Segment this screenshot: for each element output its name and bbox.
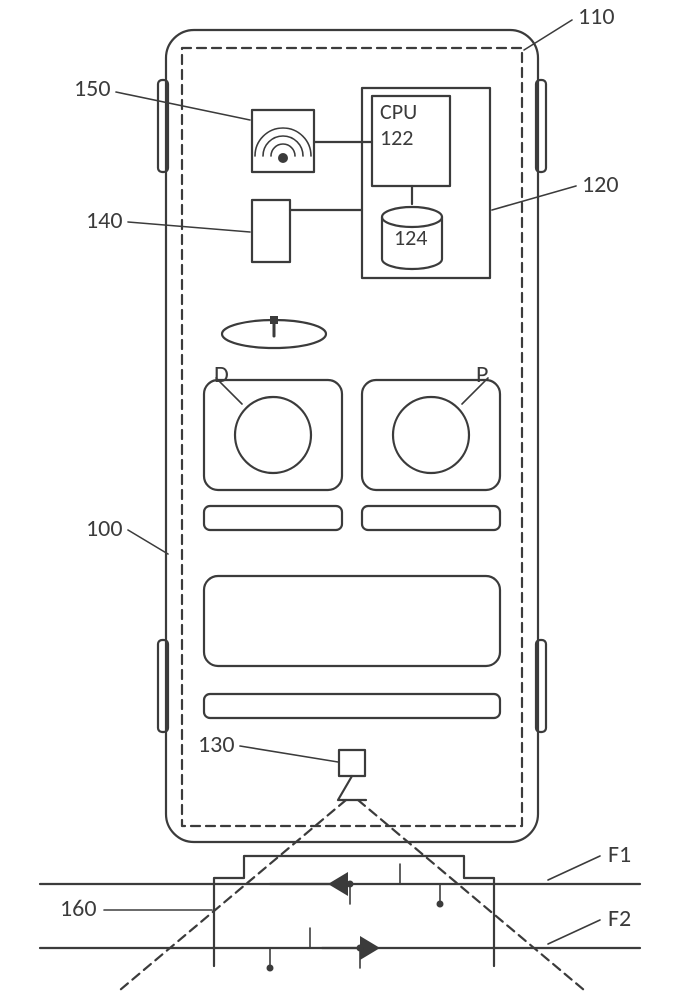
ref-160: 160 (60, 894, 97, 923)
leader-120 (492, 186, 576, 210)
fov-left (120, 800, 346, 990)
seat-p-label: P (476, 360, 488, 389)
leader-100 (128, 530, 168, 554)
follower-vehicle (214, 856, 494, 966)
leader-110 (524, 20, 572, 50)
ref-F2: F2 (608, 904, 631, 933)
cpu-label: CPU (380, 98, 417, 125)
camera-cone-icon (338, 776, 366, 800)
fov-right (358, 800, 584, 990)
leader-140 (128, 222, 250, 232)
diagram-svg (0, 0, 677, 1000)
seat-d-label: D (214, 360, 229, 389)
vehicle-body (166, 30, 538, 842)
rear-seat (204, 576, 500, 666)
antenna-dot-icon (278, 153, 288, 163)
diagram-canvas: 110 150 120 140 100 130 160 F1 F2 D P CP… (0, 0, 677, 1000)
ref-120: 120 (582, 170, 619, 199)
cpu-num-label: 122 (380, 124, 413, 151)
leader-130 (240, 746, 338, 762)
vehicle-interior-dash (182, 48, 522, 826)
storage-label: 124 (394, 224, 427, 251)
ref-140: 140 (86, 206, 123, 235)
ref-110: 110 (578, 2, 615, 31)
ref-130: 130 (198, 730, 235, 759)
camera-icon (339, 750, 365, 776)
ref-F1: F1 (608, 840, 631, 869)
ref-100: 100 (86, 514, 123, 543)
ref-150: 150 (74, 74, 111, 103)
leader-F1 (548, 856, 600, 880)
leader-F2 (548, 920, 600, 944)
module-140 (252, 200, 290, 262)
